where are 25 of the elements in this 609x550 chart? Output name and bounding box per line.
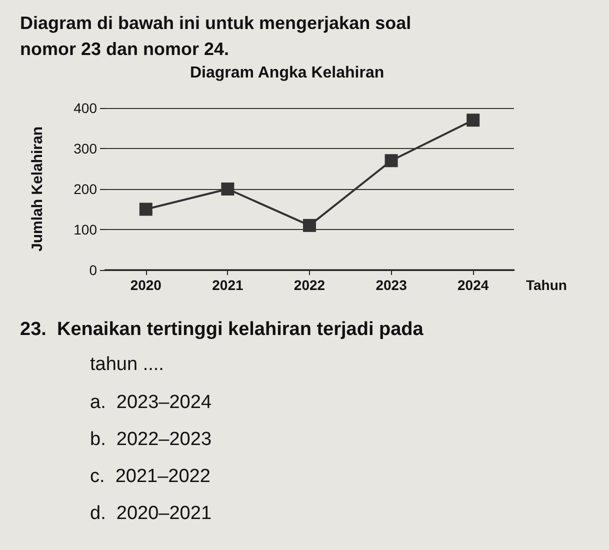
y-tick-label: 100: [74, 222, 98, 238]
x-axis-title: Tahun: [526, 277, 567, 293]
text: 23. Kenaikan tertinggi kelahiran terjadi pada: [20, 319, 424, 340]
y-tick-label: 200: [74, 181, 98, 197]
point: [384, 154, 398, 168]
x-tick-label: 2021: [212, 277, 244, 293]
text: d. 2020–2021: [90, 503, 212, 524]
y-tick-label: 400: [74, 100, 98, 116]
chart-title: Diagram Angka Kelahiran: [190, 64, 384, 82]
text: c. 2021–2022: [90, 466, 210, 487]
point: [303, 218, 316, 232]
x-tick-label: 2023: [376, 277, 408, 293]
point: [221, 182, 234, 196]
text: a. 2023–2024: [90, 392, 212, 413]
y-axis-title: Jumlah Kelahiran: [29, 126, 46, 252]
point: [466, 114, 480, 127]
text: b. 2022–2023: [90, 429, 212, 450]
y-tick-label: 0: [89, 262, 98, 278]
x-tick-label: 2022: [294, 277, 326, 293]
y-tick-label: 300: [74, 140, 98, 156]
text: tahun ....: [90, 354, 164, 375]
x-tick-label: 2024: [458, 277, 489, 293]
x-tick-label: 2020: [130, 277, 162, 293]
point: [139, 202, 152, 216]
text: Diagram di bawah ini untuk mengerjakan soal nomor 23 dan nomor 24.: [20, 13, 416, 59]
